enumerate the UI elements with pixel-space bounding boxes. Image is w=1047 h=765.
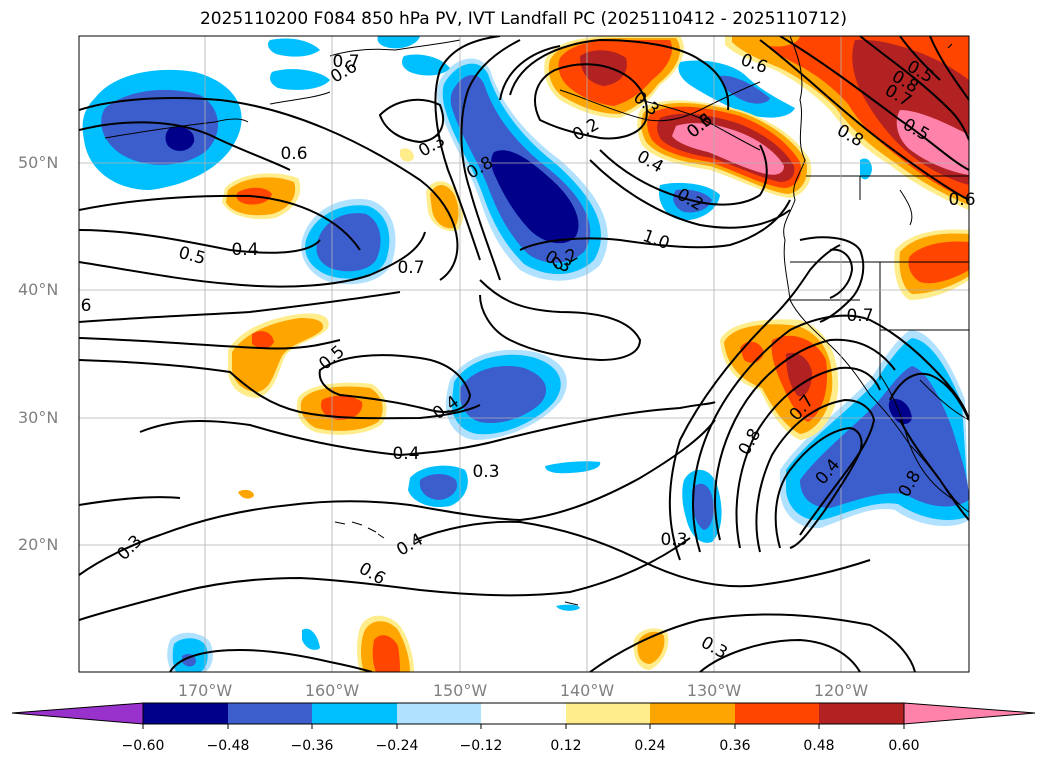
colorbar-tick-label: 0.12 — [550, 738, 582, 754]
contour-label: 0.4 — [392, 444, 419, 464]
contour-label: 6 — [81, 296, 92, 316]
colorbar-bin-5 — [481, 703, 566, 724]
colorbar-tick-label: 0.60 — [888, 738, 920, 754]
colorbar-tick-label: 0.48 — [803, 738, 835, 754]
colorbar-bin-7 — [650, 703, 735, 724]
colorbar — [11, 702, 1036, 729]
contour-label: 0.7 — [846, 306, 873, 326]
map-title: 2025110200 F084 850 hPa PV, IVT Landfall… — [199, 9, 847, 29]
colorbar-tick-label: −0.48 — [206, 738, 250, 754]
ivt-contours — [79, 36, 969, 672]
colorbar-bin-4 — [397, 703, 481, 724]
colorbar-extend-min — [11, 702, 144, 725]
colorbar-tick-label: −0.60 — [121, 738, 165, 754]
contour-label: 0.6 — [948, 190, 975, 210]
lon-label-120w: 120°W — [813, 681, 869, 700]
colorbar-bin-8 — [735, 703, 819, 724]
contour-label: 0.3 — [660, 530, 687, 550]
coastlines — [104, 36, 969, 606]
colorbar-bin-2 — [228, 703, 312, 724]
map-plot-area — [79, 36, 969, 672]
contour-label: 0.3 — [472, 462, 499, 482]
lat-label-20n: 20°N — [18, 535, 59, 554]
lat-label-30n: 30°N — [18, 408, 59, 427]
contour-label: 0.7 — [397, 258, 424, 278]
lat-label-50n: 50°N — [18, 153, 59, 172]
colorbar-tick-label: −0.12 — [459, 738, 503, 754]
colorbar-tick-label: 0.36 — [719, 738, 751, 754]
lon-label-140w: 140°W — [559, 681, 615, 700]
lon-label-150w: 150°W — [432, 681, 488, 700]
colorbar-tick-label: −0.36 — [290, 738, 334, 754]
colorbar-tick-label: −0.24 — [375, 738, 419, 754]
negative-anomaly-shading — [82, 36, 969, 672]
lon-label-160w: 160°W — [304, 681, 360, 700]
contour-label: 0.7 — [332, 52, 359, 72]
gridlines — [79, 36, 969, 672]
colorbar-bin-1 — [143, 703, 228, 724]
colorbar-bin-3 — [312, 703, 397, 724]
map-frame — [78, 35, 970, 673]
colorbar-extend-max — [903, 702, 1036, 725]
colorbar-tick-label: 0.24 — [634, 738, 666, 754]
lon-label-130w: 130°W — [686, 681, 742, 700]
lon-label-170w: 170°W — [177, 681, 233, 700]
colorbar-bin-9 — [819, 703, 904, 724]
contour-label: 0.6 — [280, 144, 307, 164]
colorbar-bin-6 — [566, 703, 650, 724]
contour-label: 0.4 — [231, 240, 258, 260]
lat-label-40n: 40°N — [18, 280, 59, 299]
